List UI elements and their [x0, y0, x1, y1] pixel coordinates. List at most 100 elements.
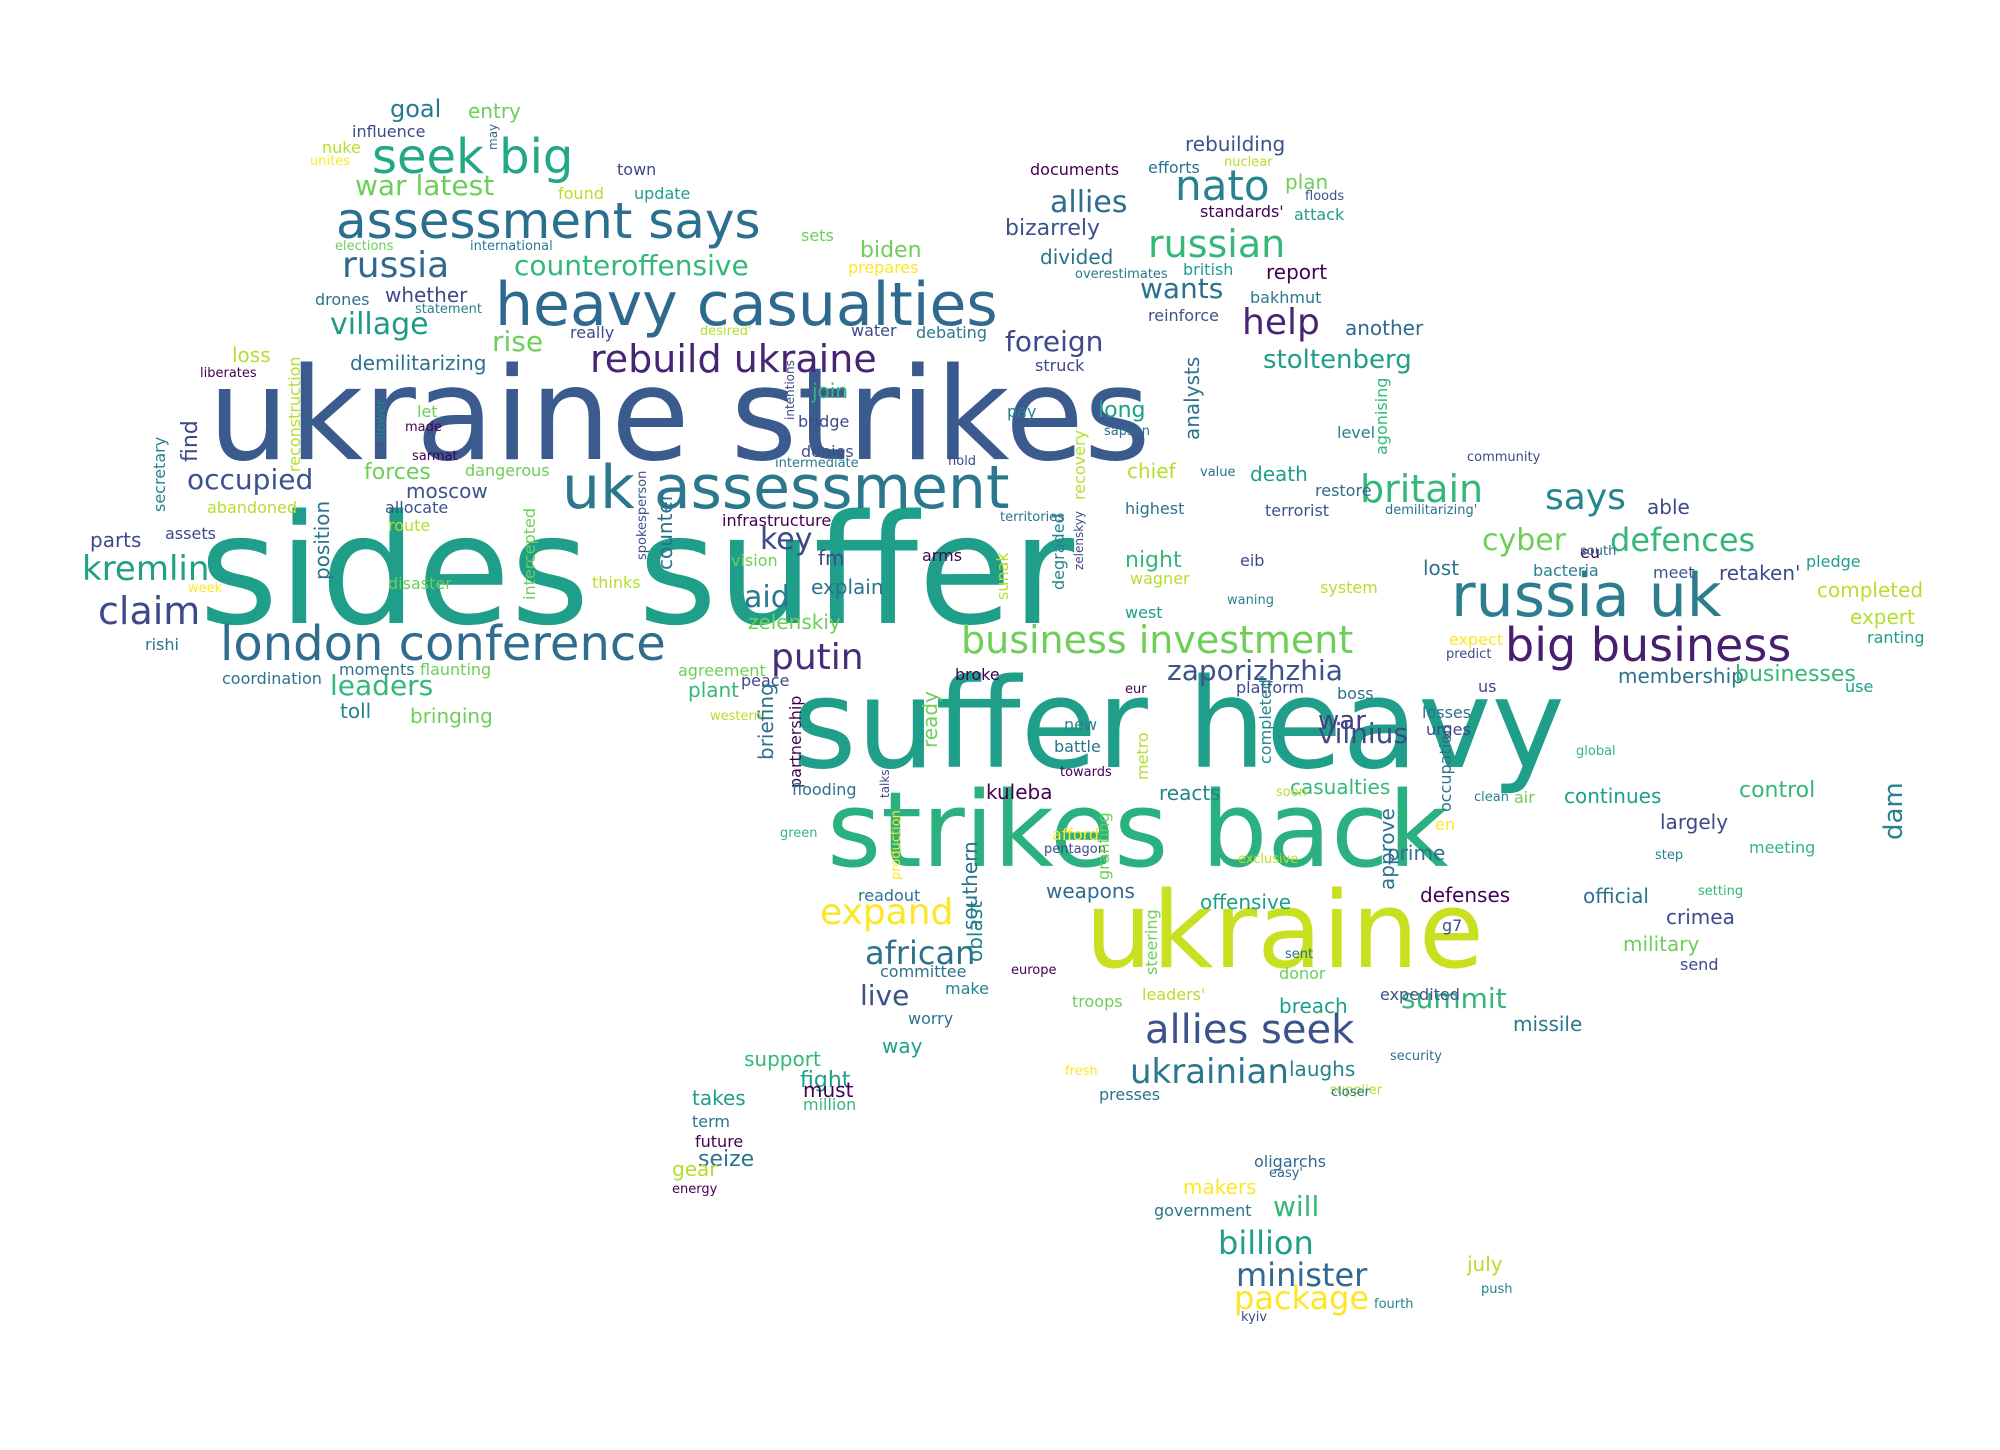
word: western	[710, 709, 762, 724]
word: struck	[1035, 356, 1085, 375]
word: meeting	[1749, 838, 1816, 857]
word: putin	[771, 637, 864, 678]
word: billion	[1218, 1224, 1314, 1262]
word: global	[1576, 744, 1616, 759]
word: parts	[90, 528, 142, 552]
word: death	[1250, 462, 1308, 486]
word: help	[1242, 302, 1320, 343]
word: dangerous	[465, 461, 550, 480]
word: presses	[1099, 1085, 1161, 1104]
word: bridge	[798, 412, 850, 431]
word: seize	[698, 1147, 755, 1172]
word: pay	[1007, 402, 1037, 421]
word: explain	[811, 575, 884, 599]
word: bakhmut	[1250, 288, 1322, 307]
word: plant	[688, 678, 740, 702]
word: international	[470, 239, 553, 254]
word: russia uk	[1451, 561, 1722, 631]
word: support	[744, 1047, 821, 1071]
word: nato	[1175, 161, 1270, 210]
word: african	[865, 934, 976, 972]
word: russia	[342, 245, 450, 286]
word: sides suffer	[199, 482, 1075, 659]
word: british	[1183, 260, 1234, 279]
word: gear	[672, 1157, 718, 1181]
word: demilitarizing	[350, 351, 487, 375]
word: rebuilding	[1185, 132, 1286, 156]
word: broke	[955, 665, 1000, 684]
word: granting	[1094, 812, 1113, 880]
word: will	[1273, 1190, 1320, 1223]
word: oligarchs	[1254, 1152, 1327, 1171]
word: moscow	[406, 479, 488, 503]
word: setting	[1698, 884, 1744, 899]
word: lost	[1423, 556, 1460, 580]
word: vision	[731, 551, 778, 570]
word: village	[330, 307, 429, 342]
word: allies seek	[1145, 1007, 1355, 1053]
word: offensive	[1200, 890, 1292, 914]
word: supplier	[1330, 1083, 1383, 1098]
word: moments	[339, 660, 415, 679]
word: summit	[1401, 982, 1507, 1015]
word: wants	[1140, 272, 1224, 305]
word: join	[812, 379, 849, 403]
word: leaders'	[1142, 985, 1206, 1004]
word: week	[188, 581, 223, 596]
word: pentagon	[1044, 842, 1106, 857]
word: eib	[1240, 551, 1265, 570]
word: intentions	[783, 360, 797, 420]
word: package	[1234, 1279, 1370, 1317]
word: rishi	[145, 635, 179, 654]
word: europe	[1011, 963, 1057, 978]
word: denies	[801, 442, 854, 461]
word: arms	[922, 546, 963, 565]
word: eu	[1580, 543, 1600, 562]
word: allies	[1050, 185, 1128, 220]
word: level	[1337, 423, 1376, 442]
word: missile	[1513, 1012, 1583, 1036]
word: may	[486, 123, 500, 150]
word: sunak	[993, 552, 1012, 600]
word: reinforce	[1148, 306, 1219, 325]
word: flaunting	[420, 660, 492, 679]
word: troops	[1072, 992, 1123, 1011]
word: laughs	[1289, 1057, 1356, 1081]
word: uk assessment	[562, 453, 1010, 523]
word: prepares	[848, 258, 919, 277]
word: made	[405, 420, 442, 435]
word: closer	[1331, 1085, 1370, 1100]
word: system	[1320, 578, 1378, 597]
word: leaders	[330, 669, 434, 702]
word: crimea	[1666, 905, 1735, 929]
word: g7	[1442, 916, 1463, 935]
word: agreement	[678, 661, 766, 680]
word: minister	[1236, 1256, 1368, 1294]
word: position	[310, 500, 334, 580]
word: kremlin	[82, 549, 210, 589]
word: way	[882, 1034, 923, 1058]
word: seek big	[372, 129, 574, 185]
word: energy	[672, 1182, 718, 1197]
word: en	[1435, 815, 1455, 834]
word: worry	[908, 1009, 954, 1028]
word: loss	[232, 343, 271, 367]
word: says	[1545, 477, 1626, 518]
word: kyiv	[1241, 1310, 1268, 1325]
word: peace	[741, 671, 790, 690]
word: sarmat	[412, 449, 458, 464]
word: unites	[310, 154, 350, 169]
word: update	[634, 184, 691, 203]
word: counteroffensive	[514, 249, 749, 282]
word: talks	[878, 769, 892, 798]
word: businesses	[1735, 662, 1856, 687]
word: expert	[1850, 605, 1915, 629]
word: assessment says	[336, 192, 761, 250]
word: retaken'	[1719, 561, 1801, 585]
word: meet	[1653, 563, 1695, 582]
word: use	[1845, 677, 1874, 696]
word: thinks	[592, 573, 641, 592]
word: flooding	[792, 780, 857, 799]
word: disaster	[388, 574, 452, 593]
word: degraded	[1049, 513, 1068, 590]
